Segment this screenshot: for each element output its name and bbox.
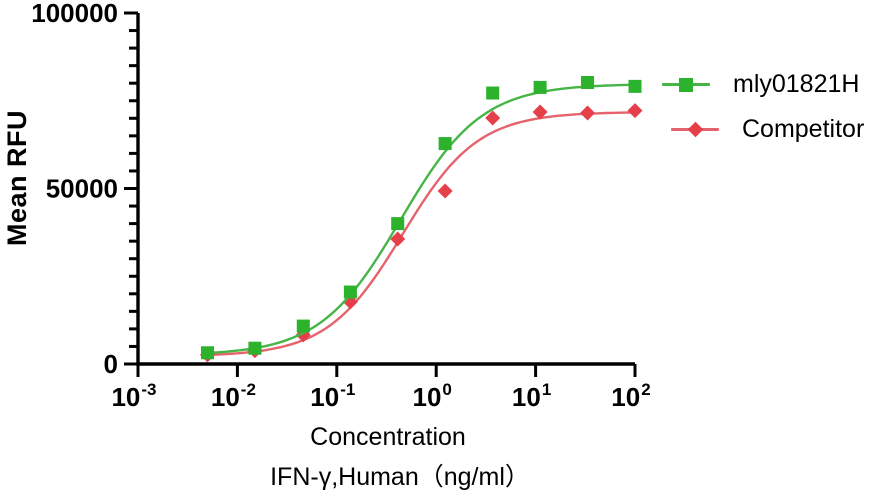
- x-axis-title-line2: IFN-γ,Human（ng/ml）: [270, 463, 530, 490]
- x-axis-tick-label: 101: [512, 380, 551, 412]
- x-axis-tick-label: 100: [413, 380, 452, 412]
- y-axis-tick-label: 100000: [31, 0, 118, 28]
- y-axis-tick-label: 50000: [46, 174, 118, 204]
- x-axis-title-line1: Concentration: [310, 423, 466, 451]
- green-square-marker-icon: [679, 77, 693, 92]
- data-point-diamond-Competitor: [437, 183, 453, 199]
- y-axis-title: Mean RFU: [2, 110, 32, 247]
- data-point-diamond-Competitor: [532, 104, 548, 120]
- series-curve-Competitor: [207, 111, 635, 357]
- x-axis-tick-label: 102: [611, 380, 650, 412]
- data-point-diamond-Competitor: [627, 103, 643, 119]
- x-axis-tick-label: 10-2: [211, 380, 256, 412]
- x-axis-tick-label: 10-1: [310, 380, 355, 412]
- series-curve-mly01821H: [207, 83, 636, 355]
- axes: [136, 13, 635, 366]
- legend-label: mly01821H: [733, 69, 860, 98]
- data-point-diamond-Competitor: [580, 105, 596, 121]
- data-point-square-mly01821H: [200, 346, 214, 360]
- data-point-square-mly01821H: [581, 75, 595, 89]
- legend-marker-wrap: [671, 120, 719, 138]
- data-point-square-mly01821H: [391, 217, 405, 231]
- data-point-square-mly01821H: [296, 319, 310, 333]
- legend-entry-competitor: Competitor: [671, 113, 864, 145]
- data-point-square-mly01821H: [533, 80, 547, 94]
- chart-legend: mly01821H Competitor: [662, 68, 864, 145]
- data-point-square-mly01821H: [438, 137, 452, 151]
- red-diamond-marker-icon: [687, 121, 704, 138]
- data-point-diamond-Competitor: [485, 110, 501, 126]
- y-axis-tick-label: 0: [104, 349, 118, 379]
- data-point-square-mly01821H: [248, 341, 262, 355]
- data-point-square-mly01821H: [628, 79, 642, 93]
- legend-marker-wrap: [662, 75, 710, 93]
- legend-label: Competitor: [742, 114, 865, 143]
- data-point-square-mly01821H: [343, 285, 357, 299]
- legend-entry-mly01821H: mly01821H: [662, 68, 864, 100]
- x-axis-tick-label: 10-3: [111, 380, 156, 412]
- data-point-square-mly01821H: [486, 86, 500, 100]
- data-point-diamond-Competitor: [390, 231, 406, 247]
